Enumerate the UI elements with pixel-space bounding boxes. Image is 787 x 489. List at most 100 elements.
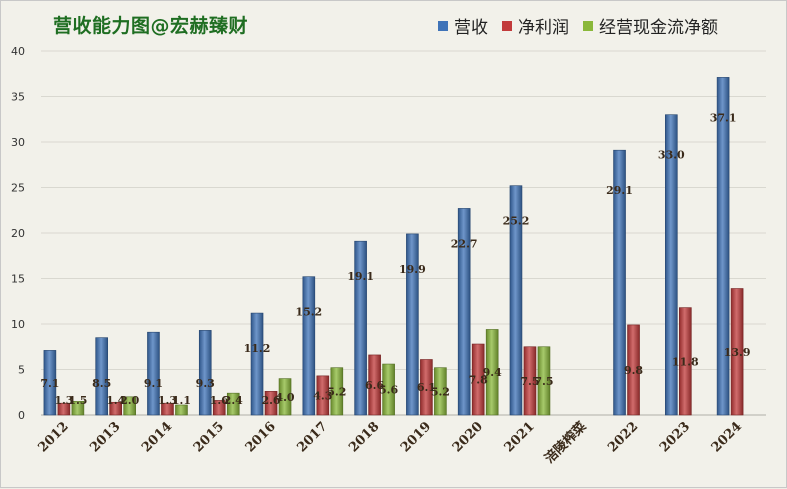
x-tick-label: 2015: [191, 419, 227, 455]
data-label-net-profit: 13.9: [724, 346, 751, 359]
bar-net-profit: [264, 391, 278, 416]
bar-net-profit: [420, 359, 433, 416]
data-label-net-profit: 7.8: [469, 374, 488, 387]
legend-item-net-profit: 净利润: [502, 13, 569, 38]
bar-net-profit: [212, 400, 226, 416]
y-tick-label: 25: [11, 182, 25, 195]
data-label-net-profit: 6.1: [417, 381, 436, 394]
bar-cash-flow: [278, 378, 292, 416]
data-label-cash-flow: 2.4: [224, 394, 243, 407]
data-label-net-profit: 11.8: [672, 355, 699, 368]
y-tick-label: 30: [11, 136, 25, 149]
bar-cash-flow: [330, 367, 344, 416]
x-tick-label: 2013: [87, 419, 123, 455]
bar-net-profit: [109, 401, 122, 416]
x-tick-label: 2012: [36, 419, 72, 455]
data-label-revenue: 29.1: [606, 184, 633, 197]
data-label-revenue: 25.2: [503, 215, 530, 228]
legend-label-net-profit: 净利润: [518, 18, 569, 38]
data-label-net-profit: 1.3: [54, 394, 73, 407]
data-label-cash-flow: 1.5: [68, 394, 87, 407]
bar-net-profit: [161, 402, 174, 416]
legend-swatch-revenue: [438, 20, 448, 31]
bar-net-profit: [57, 402, 71, 416]
legend-label-cash-flow: 经营现金流净额: [599, 18, 718, 38]
x-tick-label: 2023: [657, 419, 693, 455]
bar-net-profit: [316, 375, 330, 416]
data-label-revenue: 11.2: [244, 342, 271, 355]
bar-revenue: [302, 276, 316, 416]
data-label-net-profit: 1.4: [106, 394, 125, 407]
bar-revenue: [406, 233, 419, 416]
bar-net-profit: [471, 343, 485, 416]
x-tick-label: 2014: [139, 419, 175, 455]
data-label-revenue: 7.1: [40, 377, 59, 390]
data-label-revenue: 9.1: [144, 377, 163, 390]
y-tick-label: 5: [18, 364, 25, 377]
bar-revenue: [250, 312, 264, 416]
data-label-revenue: 19.1: [347, 270, 374, 283]
y-tick-label: 10: [11, 318, 25, 331]
bar-net-profit: [679, 307, 692, 416]
x-tick-label: 2018: [346, 419, 382, 455]
x-tick-label: 2021: [502, 419, 538, 455]
bar-revenue: [147, 331, 160, 416]
bar-revenue: [613, 149, 626, 416]
data-label-revenue: 19.9: [399, 263, 426, 276]
bar-revenue: [665, 114, 678, 416]
bar-revenue: [716, 77, 730, 416]
bar-cash-flow: [485, 329, 499, 416]
bar-net-profit: [368, 354, 381, 416]
x-tick-label: 2024: [709, 419, 745, 455]
bar-cash-flow: [71, 401, 85, 416]
y-tick-label: 35: [11, 91, 25, 104]
x-tick-label: 2022: [605, 419, 641, 455]
data-label-cash-flow: 1.1: [172, 394, 191, 407]
legend: 营收 净利润 经营现金流净额: [438, 13, 732, 38]
x-tick-label: 2016: [243, 419, 279, 455]
y-tick-label: 20: [11, 227, 25, 240]
bar-revenue: [198, 330, 212, 416]
legend-item-cash-flow: 经营现金流净额: [583, 13, 718, 38]
data-label-net-profit: 6.6: [365, 379, 384, 392]
x-tick-label: 2020: [450, 419, 486, 455]
bar-net-profit: [523, 346, 537, 416]
bar-revenue: [509, 185, 523, 416]
bar-revenue: [457, 208, 471, 416]
bar-net-profit: [730, 288, 744, 416]
data-label-cash-flow: 7.5: [534, 375, 553, 388]
data-label-revenue: 15.2: [295, 306, 322, 319]
data-label-cash-flow: 5.2: [327, 385, 346, 398]
x-tick-label: 2019: [398, 419, 434, 455]
legend-label-revenue: 营收: [454, 18, 488, 38]
bar-cash-flow: [226, 392, 240, 416]
bar-revenue: [43, 350, 57, 416]
bar-cash-flow: [537, 346, 551, 416]
data-label-net-profit: 1.3: [158, 394, 177, 407]
y-tick-label: 15: [11, 273, 25, 286]
legend-swatch-net-profit: [502, 20, 512, 31]
chart-title: 营收能力图@宏赫臻财: [53, 15, 249, 37]
bar-cash-flow: [175, 404, 188, 416]
bar-revenue: [354, 240, 367, 416]
data-label-net-profit: 1.6: [210, 394, 229, 407]
data-label-net-profit: 2.6: [261, 394, 280, 407]
bar-cash-flow: [382, 363, 395, 416]
data-label-cash-flow: 4.0: [275, 391, 294, 404]
legend-swatch-cash-flow: [583, 20, 593, 31]
legend-item-revenue: 营收: [438, 13, 488, 38]
data-label-revenue: 37.1: [710, 111, 737, 124]
bar-net-profit: [627, 324, 640, 416]
y-tick-label: 40: [11, 45, 25, 58]
data-label-net-profit: 9.8: [624, 364, 643, 377]
bar-revenue: [95, 337, 108, 416]
data-label-net-profit: 7.5: [520, 375, 539, 388]
data-label-revenue: 9.3: [196, 377, 215, 390]
bar-cash-flow: [434, 367, 447, 416]
data-label-revenue: 33.0: [658, 149, 685, 162]
x-tick-label: 2017: [294, 419, 330, 455]
data-label-cash-flow: 5.6: [379, 384, 398, 397]
bar-cash-flow: [123, 396, 136, 416]
